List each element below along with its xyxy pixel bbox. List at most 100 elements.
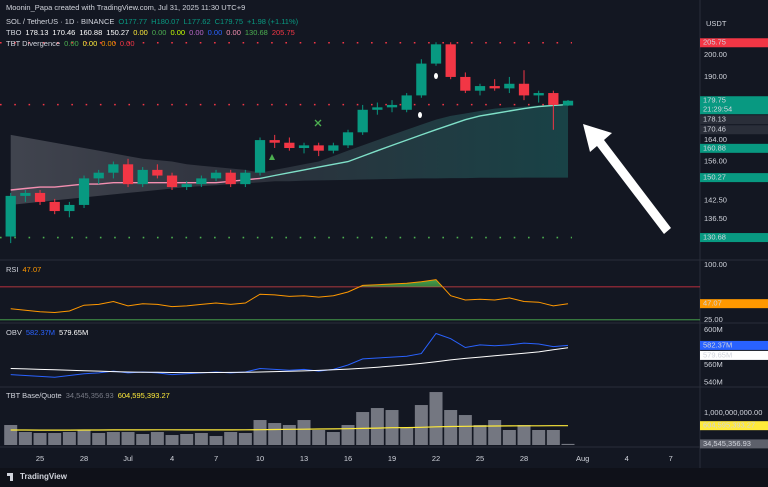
legend-item: O177.77 (118, 17, 147, 26)
legend-item: 150.27 (106, 28, 129, 37)
credit: Moonin_Papa created with TradingView.com… (6, 3, 245, 12)
volume-bar (238, 433, 252, 445)
y-tick-label: 540M (704, 377, 723, 386)
candle-body (166, 175, 178, 188)
candle-body (284, 142, 295, 149)
volume-bar (341, 425, 355, 445)
y-tick-label: 156.00 (704, 157, 727, 166)
x-tick-label: 25 (476, 454, 484, 463)
candle-body (489, 86, 500, 89)
cloud (10, 104, 569, 205)
candle-body (254, 140, 266, 173)
price-label-box (700, 350, 768, 360)
x-tick-label: Jul (123, 454, 133, 463)
candle-body (225, 172, 236, 185)
price-label-box (700, 421, 768, 431)
x-tick-label: Aug (576, 454, 589, 463)
candle-body (137, 169, 148, 185)
candle-body (78, 178, 90, 205)
volume-bar (136, 434, 150, 445)
candle-body (181, 184, 192, 188)
legend-item: 47.07 (23, 265, 42, 274)
price-label: 34,545,356.93 (703, 439, 751, 448)
volume-bar (48, 433, 62, 445)
price-label: 582.37M (703, 340, 732, 349)
candle-body (562, 100, 574, 106)
tbo-line (10, 177, 261, 191)
price-label: 130.68 (703, 233, 726, 242)
legend-item: 0.00 (101, 39, 116, 48)
volume-bar (546, 430, 560, 445)
volume-bar (326, 432, 340, 445)
price-label: 604,595,393.27 (703, 421, 755, 430)
logo: TradingView (20, 472, 68, 481)
volume-bar (502, 430, 516, 445)
legend-item: 604,595,393.27 (118, 391, 170, 400)
legend-item: L177.62 (184, 17, 211, 26)
legend: RSI 47.07 (6, 265, 41, 274)
candle-body (5, 195, 16, 237)
candle-body (504, 83, 515, 89)
price-label: 160.88 (703, 143, 726, 152)
price-label: 150.27 (703, 173, 726, 182)
price-label-box (700, 233, 768, 243)
legend-item: 0.00 (170, 28, 185, 37)
price-label: 178.13 (703, 115, 726, 124)
volume-bar (33, 433, 47, 445)
volume-bar (429, 392, 443, 445)
volume-bar (106, 432, 120, 445)
currency: USDT (706, 19, 727, 28)
candle-body (430, 44, 442, 64)
candle-body (122, 164, 134, 185)
volume-bar (414, 405, 428, 445)
legend-item: 170.46 (52, 28, 75, 37)
price-label: 205.75 (703, 38, 726, 47)
footer-bar (0, 468, 768, 487)
legend: TBT Divergence 0.00 0.00 0.00 0.00 (6, 39, 135, 48)
signal-cross (314, 119, 322, 127)
y-tick-label: 136.50 (704, 214, 727, 223)
legend-item: OBV (6, 328, 22, 337)
candle-body (313, 145, 324, 151)
legend: TBO 178.13 170.46 160.88 150.27 0.00 0.00 0.00 0… (6, 28, 295, 37)
price-label: 579.65M (703, 350, 732, 359)
y-tick-label: 164.00 (704, 135, 727, 144)
volume-bar (444, 410, 458, 445)
candle-body (196, 178, 207, 185)
volume-bar (282, 425, 296, 445)
candle-body (357, 109, 368, 133)
signal-drop (418, 112, 422, 118)
y-tick-label: 190.00 (704, 72, 727, 81)
legend-item: 0.00 (133, 28, 148, 37)
volume-bar (268, 423, 282, 445)
volume-bar (209, 436, 223, 445)
legend-item: 0.00 (189, 28, 204, 37)
y-tick-label: 100.00 (704, 260, 727, 269)
volume-bar (194, 433, 208, 445)
price-label: 179.75 (703, 96, 726, 105)
volume-bar (532, 430, 546, 445)
price-label-box (700, 340, 768, 350)
candle-body (401, 95, 412, 110)
candle-body (445, 44, 456, 77)
volume-bar (473, 425, 487, 445)
arrow-annotation (583, 124, 671, 234)
legend-item: 582.37M (26, 328, 55, 337)
candle-body (518, 83, 530, 96)
x-tick-label: 4 (170, 454, 174, 463)
volume-bar (224, 432, 238, 445)
price-label-box (700, 38, 768, 48)
volume-bar (370, 408, 384, 445)
price-label: 47.07 (703, 299, 722, 308)
candle-body (460, 76, 471, 91)
candle-body (20, 192, 31, 196)
legend-item: 0.00 (83, 39, 98, 48)
candle-body (474, 86, 486, 91)
volume-bar (458, 415, 472, 445)
legend-item: C179.75 (215, 17, 243, 26)
candle-body (342, 132, 354, 146)
price-label-box (700, 96, 768, 115)
legend-item: RSI (6, 265, 19, 274)
candle-body (533, 93, 544, 96)
legend-item: 0.00 (120, 39, 135, 48)
